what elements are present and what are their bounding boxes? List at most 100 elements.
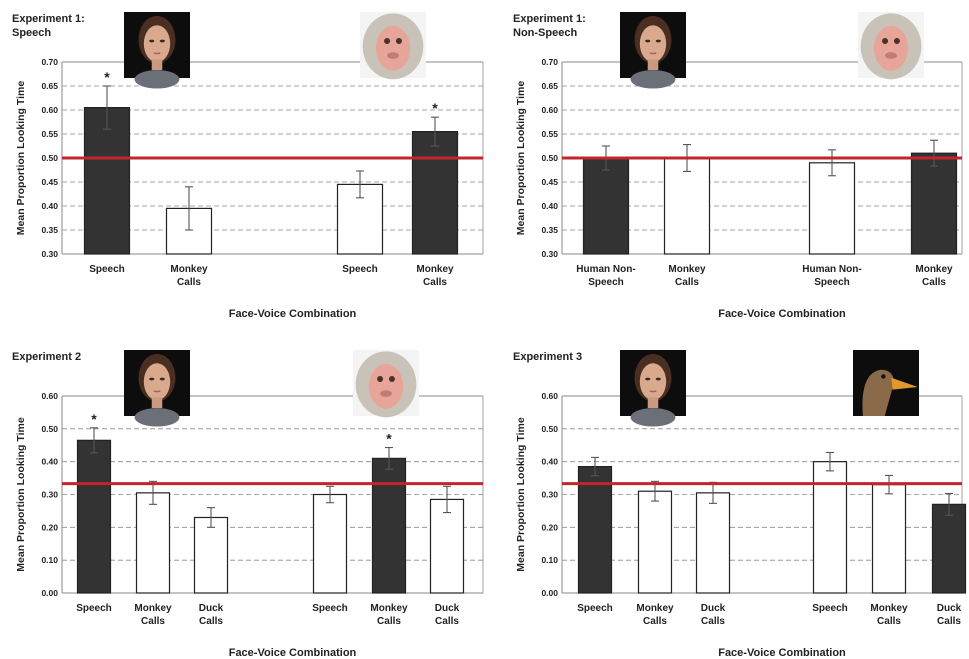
- y-tick-label: 0.60: [41, 391, 58, 401]
- y-axis-label: Mean Proportion Looking Time: [515, 81, 527, 236]
- y-tick-label: 0.35: [41, 225, 58, 235]
- mouth-shape: [649, 52, 657, 55]
- y-axis-label: Mean Proportion Looking Time: [15, 417, 27, 572]
- mouth-shape: [153, 52, 161, 55]
- x-axis-label: Face-Voice Combination: [718, 647, 846, 659]
- x-axis-label: Face-Voice Combination: [229, 647, 357, 659]
- bar: [695, 492, 731, 594]
- duck-eye: [881, 374, 886, 379]
- x-tick-label: Calls: [701, 616, 725, 627]
- x-tick-label: Speech: [76, 603, 112, 614]
- x-tick-label: Speech: [312, 603, 348, 614]
- chart-panel-1: Experiment 1: Speech 0.30 0.35 0.40 0.45 0.50 0…: [12, 12, 484, 320]
- x-tick-label: Duck: [701, 603, 726, 614]
- neck-shape: [647, 397, 659, 409]
- x-tick-label: Speech: [577, 603, 613, 614]
- panel-title: Speech: [12, 27, 51, 39]
- y-tick-label: 0.30: [541, 490, 558, 500]
- duck-head-icon: [853, 350, 919, 416]
- x-tick-label: Calls: [423, 277, 447, 288]
- panel-title: Experiment 1:: [513, 13, 586, 25]
- human-face-icon: [124, 12, 190, 89]
- x-tick-label: Speech: [89, 264, 125, 275]
- y-tick-label: 0.45: [541, 177, 558, 187]
- x-tick-label: Calls: [177, 277, 201, 288]
- y-tick-label: 0.65: [41, 81, 58, 91]
- x-tick-label: Calls: [141, 616, 165, 627]
- x-tick-label: Duck: [199, 603, 224, 614]
- bar: [135, 492, 171, 594]
- bar: [76, 439, 112, 594]
- y-tick-label: 0.40: [541, 201, 558, 211]
- left-eye: [645, 39, 651, 43]
- left-eye: [149, 377, 155, 381]
- panel-title: Experiment 3: [513, 351, 582, 363]
- y-tick-label: 0.10: [541, 555, 558, 565]
- x-axis-label: Face-Voice Combination: [229, 308, 357, 320]
- x-tick-label: Calls: [435, 616, 459, 627]
- y-tick-label: 0.70: [541, 57, 558, 67]
- chart-panel-3: Experiment 2 0.00 0.10 0.20 0.30 0.40 0.50 0.60…: [12, 350, 484, 659]
- x-tick-label: Speech: [342, 264, 378, 275]
- right-eye: [893, 38, 900, 45]
- x-tick-label: Duck: [435, 603, 460, 614]
- bar: [429, 498, 465, 594]
- panel-title: Experiment 2: [12, 351, 81, 363]
- neck-shape: [151, 59, 163, 71]
- face-skin: [639, 25, 667, 63]
- x-tick-label: Monkey: [870, 603, 908, 614]
- mouth-shape: [153, 390, 161, 393]
- human-face-icon: [124, 350, 190, 427]
- y-tick-label: 0.45: [41, 177, 58, 187]
- y-tick-label: 0.40: [541, 457, 558, 467]
- bar: [577, 465, 613, 594]
- y-tick-label: 0.60: [541, 391, 558, 401]
- x-tick-label: Calls: [675, 277, 699, 288]
- bar: [637, 490, 673, 594]
- y-tick-label: 0.30: [541, 249, 558, 259]
- y-tick-label: 0.40: [41, 457, 58, 467]
- x-tick-label: Human Non-: [576, 264, 635, 275]
- y-tick-label: 0.40: [41, 201, 58, 211]
- left-eye: [377, 376, 384, 383]
- y-tick-label: 0.60: [541, 105, 558, 115]
- face-skin: [143, 25, 171, 63]
- bar: [371, 457, 407, 594]
- x-tick-label: Speech: [814, 277, 850, 288]
- right-eye: [655, 39, 661, 43]
- right-eye: [159, 39, 165, 43]
- y-tick-label: 0.30: [41, 490, 58, 500]
- y-tick-label: 0.55: [541, 129, 558, 139]
- right-eye: [395, 38, 402, 45]
- bar: [812, 461, 848, 594]
- bar: [312, 493, 348, 594]
- x-tick-label: Human Non-: [802, 264, 861, 275]
- human-face-icon: [620, 12, 686, 89]
- monkey-face-icon: [353, 350, 419, 418]
- y-axis-label: Mean Proportion Looking Time: [515, 417, 527, 572]
- y-tick-label: 0.50: [41, 424, 58, 434]
- x-tick-label: Monkey: [416, 264, 454, 275]
- chart-panel-4: Experiment 3 0.00 0.10 0.20 0.30 0.40 0.50 0.60…: [513, 350, 967, 659]
- y-tick-label: 0.50: [541, 424, 558, 434]
- duck-head-shape: [862, 369, 894, 416]
- panel-title: Non-Speech: [513, 27, 577, 39]
- shoulders-shape: [134, 70, 180, 89]
- x-tick-label: Monkey: [170, 264, 208, 275]
- significance-marker: *: [104, 69, 110, 85]
- shoulders-shape: [630, 408, 676, 427]
- y-tick-label: 0.10: [41, 555, 58, 565]
- left-eye: [645, 377, 651, 381]
- y-tick-label: 0.65: [541, 81, 558, 91]
- x-tick-label: Duck: [937, 603, 962, 614]
- x-tick-label: Monkey: [370, 603, 408, 614]
- panel-title: Experiment 1:: [12, 13, 85, 25]
- human-face-icon: [620, 350, 686, 427]
- x-tick-label: Monkey: [636, 603, 674, 614]
- x-tick-label: Monkey: [915, 264, 953, 275]
- bar: [582, 157, 630, 255]
- right-eye: [388, 376, 395, 383]
- y-tick-label: 0.70: [41, 57, 58, 67]
- mouth-shape: [649, 390, 657, 393]
- bar: [411, 131, 459, 255]
